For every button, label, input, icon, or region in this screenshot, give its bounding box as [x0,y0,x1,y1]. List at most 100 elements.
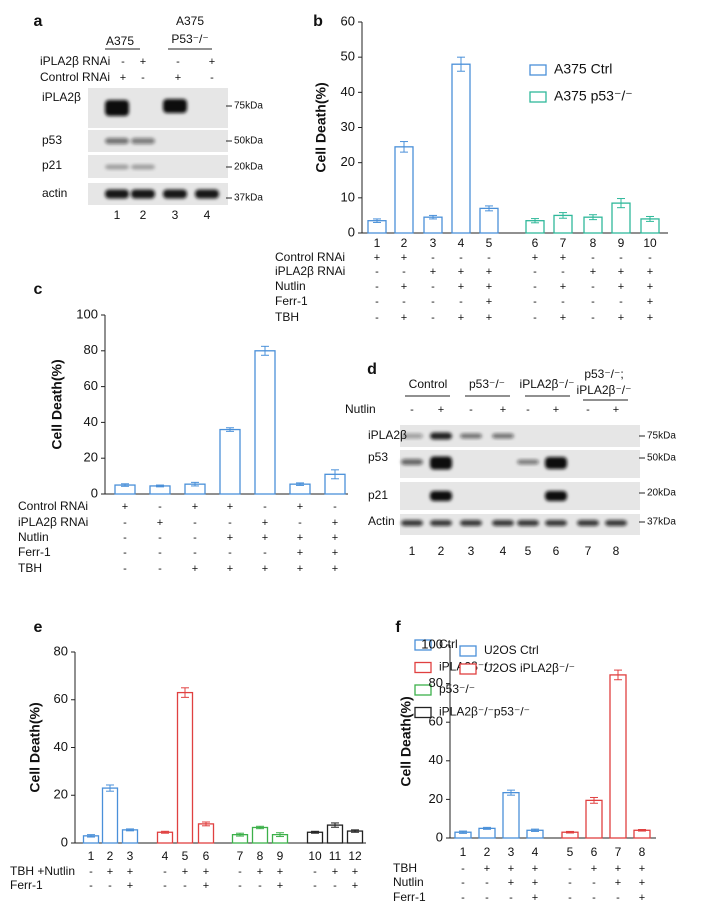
lane-number: 8 [613,544,620,558]
condition-sign: - [228,517,232,529]
legend-label: iPLA2β⁻/⁻p53⁻/⁻ [439,705,530,719]
condition-sign: + [532,252,538,264]
condition-label: Nutlin [393,875,424,889]
error-bar [429,214,437,220]
error-bar [483,826,491,830]
x-tick-label: 6 [532,236,539,250]
condition-sign: + [532,892,538,904]
condition-sign: + [297,563,303,575]
condition-sign: + [591,863,597,875]
condition-sign: - [459,296,463,308]
condition-sign: + [262,517,268,529]
condition-sign: + [532,877,538,889]
condition-sign: - [228,547,232,559]
condition-sign: - [375,296,379,308]
error-bar [531,828,539,832]
x-tick-label: 11 [329,849,342,863]
condition-sign: - [193,532,197,544]
panel-label: b [313,13,323,30]
condition-sign: - [431,312,435,324]
condition-sign: + [647,266,653,278]
blot-band [401,433,423,439]
lane-number: 4 [500,544,507,558]
condition-sign: - [183,880,187,892]
y-tick-label: 100 [421,636,443,651]
condition-sign: + [615,877,621,889]
legend-label: U2OS Ctrl [484,643,539,657]
condition-sign: - [333,501,337,513]
group-label: iPLA2β⁻/⁻ [577,383,632,397]
legend-swatch [414,661,432,674]
y-tick-label: 80 [429,675,443,690]
y-tick-label: 60 [54,691,68,706]
condition-label: Control RNAi [275,250,345,264]
condition-sign: + [401,312,407,324]
blot-band [401,459,423,465]
error-bar [459,830,467,834]
condition-label: Ferr-1 [393,890,426,904]
x-tick-label: 3 [127,849,134,863]
error-bar [590,796,598,804]
legend-swatch [414,684,432,696]
y-tick-label: 20 [341,154,355,169]
bar [156,831,174,844]
blot-band [517,520,539,526]
condition-sign: + [590,266,596,278]
condition-sign: + [401,281,407,293]
legend-swatch [529,91,547,103]
condition-sign: + [486,266,492,278]
y-tick-label: 60 [341,13,355,28]
error-bar [106,784,114,792]
x-tick-label: 8 [590,236,597,250]
condition-label: iPLA2β RNAi [18,515,88,529]
condition-sign: - [158,501,162,513]
panel-label: d [367,361,377,378]
y-tick-label: 60 [84,378,98,393]
condition-sign: + [458,266,464,278]
x-tick-label: 2 [484,845,491,859]
blot-band [131,164,155,170]
bar [326,824,344,844]
condition-sign: + [486,281,492,293]
group-label: iPLA2β⁻/⁻ [520,377,575,391]
condition-sign: - [561,296,565,308]
lane-number: 4 [204,208,211,222]
error-bar [351,829,359,833]
condition-sign: - [123,547,127,559]
condition-sign: + [458,281,464,293]
marker-label: 75kDa [647,431,676,442]
treatment-sign: + [120,72,126,84]
x-tick-label: 1 [374,236,381,250]
treatment-sign: - [526,404,530,416]
blot-band [430,456,452,470]
condition-sign: - [123,532,127,544]
condition-sign: - [375,266,379,278]
condition-sign: + [532,863,538,875]
condition-sign: + [332,547,338,559]
treatment-label: Control RNAi [40,70,110,84]
condition-sign: - [238,880,242,892]
marker-label: 50kDa [234,136,263,147]
x-tick-label: 9 [618,236,625,250]
condition-sign: + [227,563,233,575]
condition-sign: + [618,266,624,278]
group-label: p53⁻/⁻ [469,377,505,391]
condition-sign: - [158,532,162,544]
condition-sign: - [431,252,435,264]
x-tick-label: 4 [162,849,169,863]
x-tick-label: 5 [182,849,189,863]
treatment-label: Nutlin [345,402,376,416]
condition-sign: + [618,312,624,324]
x-tick-label: 3 [430,236,437,250]
condition-sign: + [157,517,163,529]
legend-swatch [459,645,477,657]
treatment-sign: - [141,72,145,84]
y-tick-label: 40 [429,752,443,767]
condition-sign: - [568,877,572,889]
y-tick-label: 10 [341,189,355,204]
y-tick-label: 80 [54,643,68,658]
x-tick-label: 6 [591,845,598,859]
blot-band [195,189,219,199]
condition-sign: + [560,252,566,264]
bar [346,830,364,844]
